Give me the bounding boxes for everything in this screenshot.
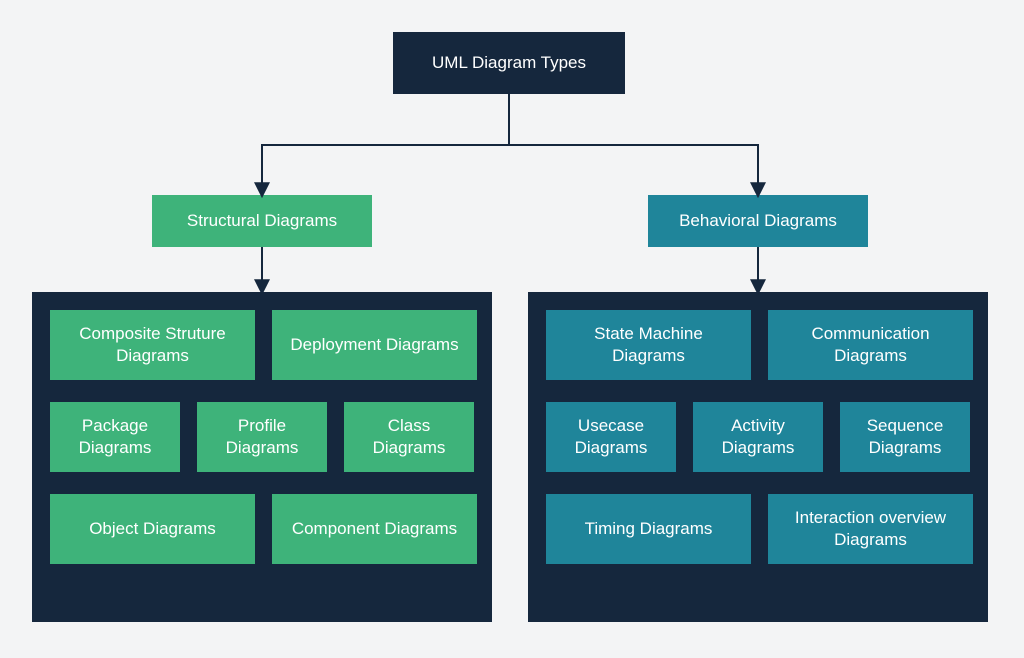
connector — [509, 94, 758, 195]
diagram-item: Deployment Diagrams — [272, 310, 477, 380]
branch-header: Structural Diagrams — [152, 195, 372, 247]
diagram-item: Object Diagrams — [50, 494, 255, 564]
diagram-item: State Machine Diagrams — [546, 310, 751, 380]
connector — [262, 94, 509, 195]
diagram-item: Activity Diagrams — [693, 402, 823, 472]
diagram-item: Profile Diagrams — [197, 402, 327, 472]
diagram-item: Class Diagrams — [344, 402, 474, 472]
diagram-item: Communication Diagrams — [768, 310, 973, 380]
diagram-item: Usecase Diagrams — [546, 402, 676, 472]
diagram-item: Component Diagrams — [272, 494, 477, 564]
diagram-item: Package Diagrams — [50, 402, 180, 472]
diagram-item: Composite Struture Diagrams — [50, 310, 255, 380]
branch-header: Behavioral Diagrams — [648, 195, 868, 247]
diagram-canvas: UML Diagram Types Structural Diagrams Comp… — [0, 0, 1024, 658]
root-node: UML Diagram Types — [393, 32, 625, 94]
diagram-item: Sequence Diagrams — [840, 402, 970, 472]
diagram-item: Interaction overview Diagrams — [768, 494, 973, 564]
diagram-item: Timing Diagrams — [546, 494, 751, 564]
